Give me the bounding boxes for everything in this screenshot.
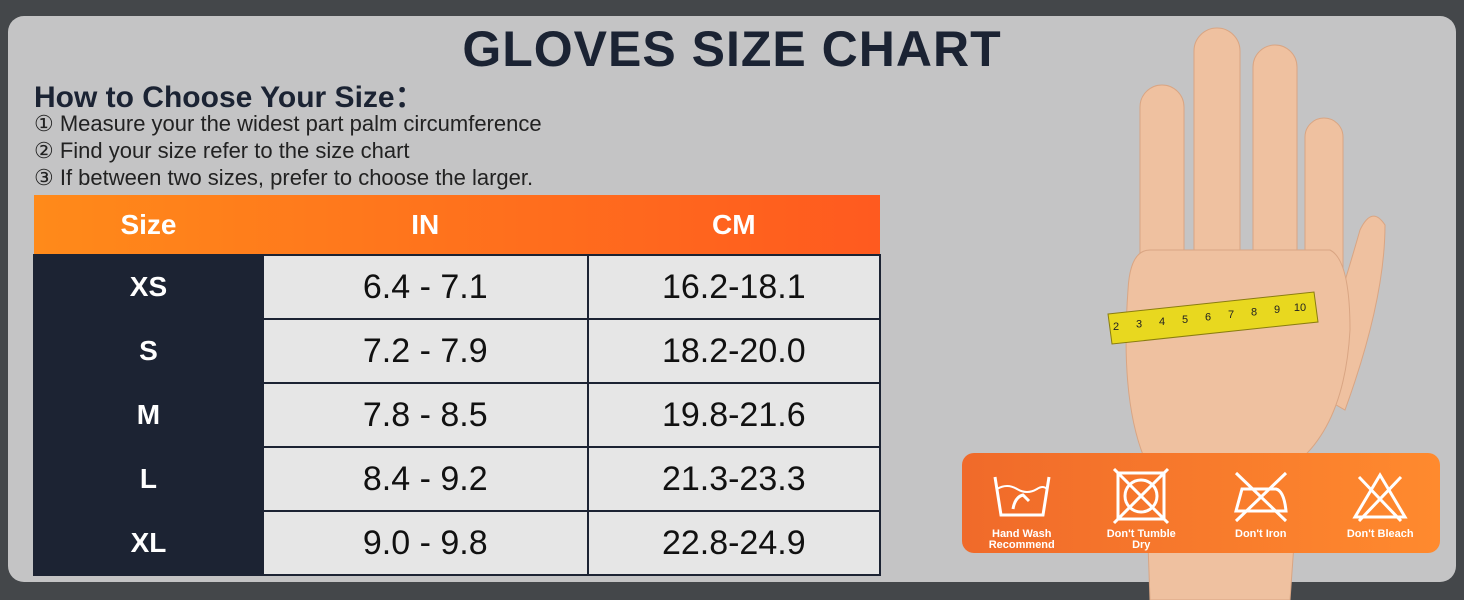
care-label: Don't Tumble Dry [1106,528,1176,551]
header-cell: Size [120,208,177,240]
cell: 9.0 - 9.8 [261,510,589,576]
cell: 6.4 - 7.1 [261,254,589,320]
care-label: Don't Iron [1235,528,1287,540]
table-row: XL 9.0 - 9.8 22.8-24.9 [33,510,882,576]
cell: 7.8 - 8.5 [261,382,589,448]
tape-label: 3 [1136,319,1142,331]
table-row: L 8.4 - 9.2 21.3-23.3 [33,446,882,512]
step: ② Find your size refer to the size chart [34,138,410,163]
cell: 19.8-21.6 [586,382,882,448]
table-row: M 7.8 - 8.5 19.8-21.6 [33,382,882,448]
cell: 21.3-23.3 [586,446,882,512]
table-header: Size IN CM [34,195,880,255]
tape-label: 6 [1205,311,1211,323]
care-item: Don't Iron [1201,453,1321,553]
size-cell: XL [33,510,264,576]
step: ③ If between two sizes, prefer to choose… [34,165,534,190]
care-icon [1352,472,1408,523]
care-icon [993,476,1051,517]
tape-label: 4 [1159,316,1165,328]
tape-label: 7 [1228,309,1234,321]
care-label: Don't Bleach [1346,528,1414,540]
tape-label: 10 [1294,302,1306,314]
care-item: Hand Wash Recommend [962,453,1082,553]
size-cell: M [33,382,264,448]
step: ① Measure your the widest part palm circ… [34,111,542,136]
tape-label: 2 [1113,321,1119,333]
title: GLOVES SIZE CHART [462,21,1002,77]
table-row: XS 6.4 - 7.1 16.2-18.1 [33,254,882,320]
size-cell: XS [33,254,264,320]
care-item: Don't Bleach [1321,453,1441,553]
cell: 18.2-20.0 [586,318,882,384]
heading: How to Choose Your Size： [34,81,425,114]
size-cell: L [33,446,264,512]
cell: 7.2 - 7.9 [261,318,589,384]
care-item: Don't Tumble Dry [1082,453,1202,553]
tape-labels: 2 3 4 5 6 7 8 9 10 [1113,302,1306,333]
cell: 16.2-18.1 [586,254,882,320]
header-cell: IN [411,208,440,240]
cell: 22.8-24.9 [586,510,882,576]
tape-label: 9 [1274,304,1280,316]
cell: 8.4 - 9.2 [261,446,589,512]
tape-label: 5 [1182,314,1188,326]
care-icon [1113,467,1170,525]
care-label: Hand Wash Recommend [988,528,1055,551]
header-cell: CM [712,208,756,240]
care-box: Hand Wash Recommend Don't Tumble Dry Don't… [962,453,1440,553]
care-icon [1233,471,1288,523]
table-row: S 7.2 - 7.9 18.2-20.0 [33,318,882,384]
size-table: Size IN CM XS 6.4 - 7.1 16.2-18.1 S 7.2 - 7.9 1… [33,195,882,576]
tape-label: 8 [1251,307,1257,319]
size-cell: S [33,318,264,384]
